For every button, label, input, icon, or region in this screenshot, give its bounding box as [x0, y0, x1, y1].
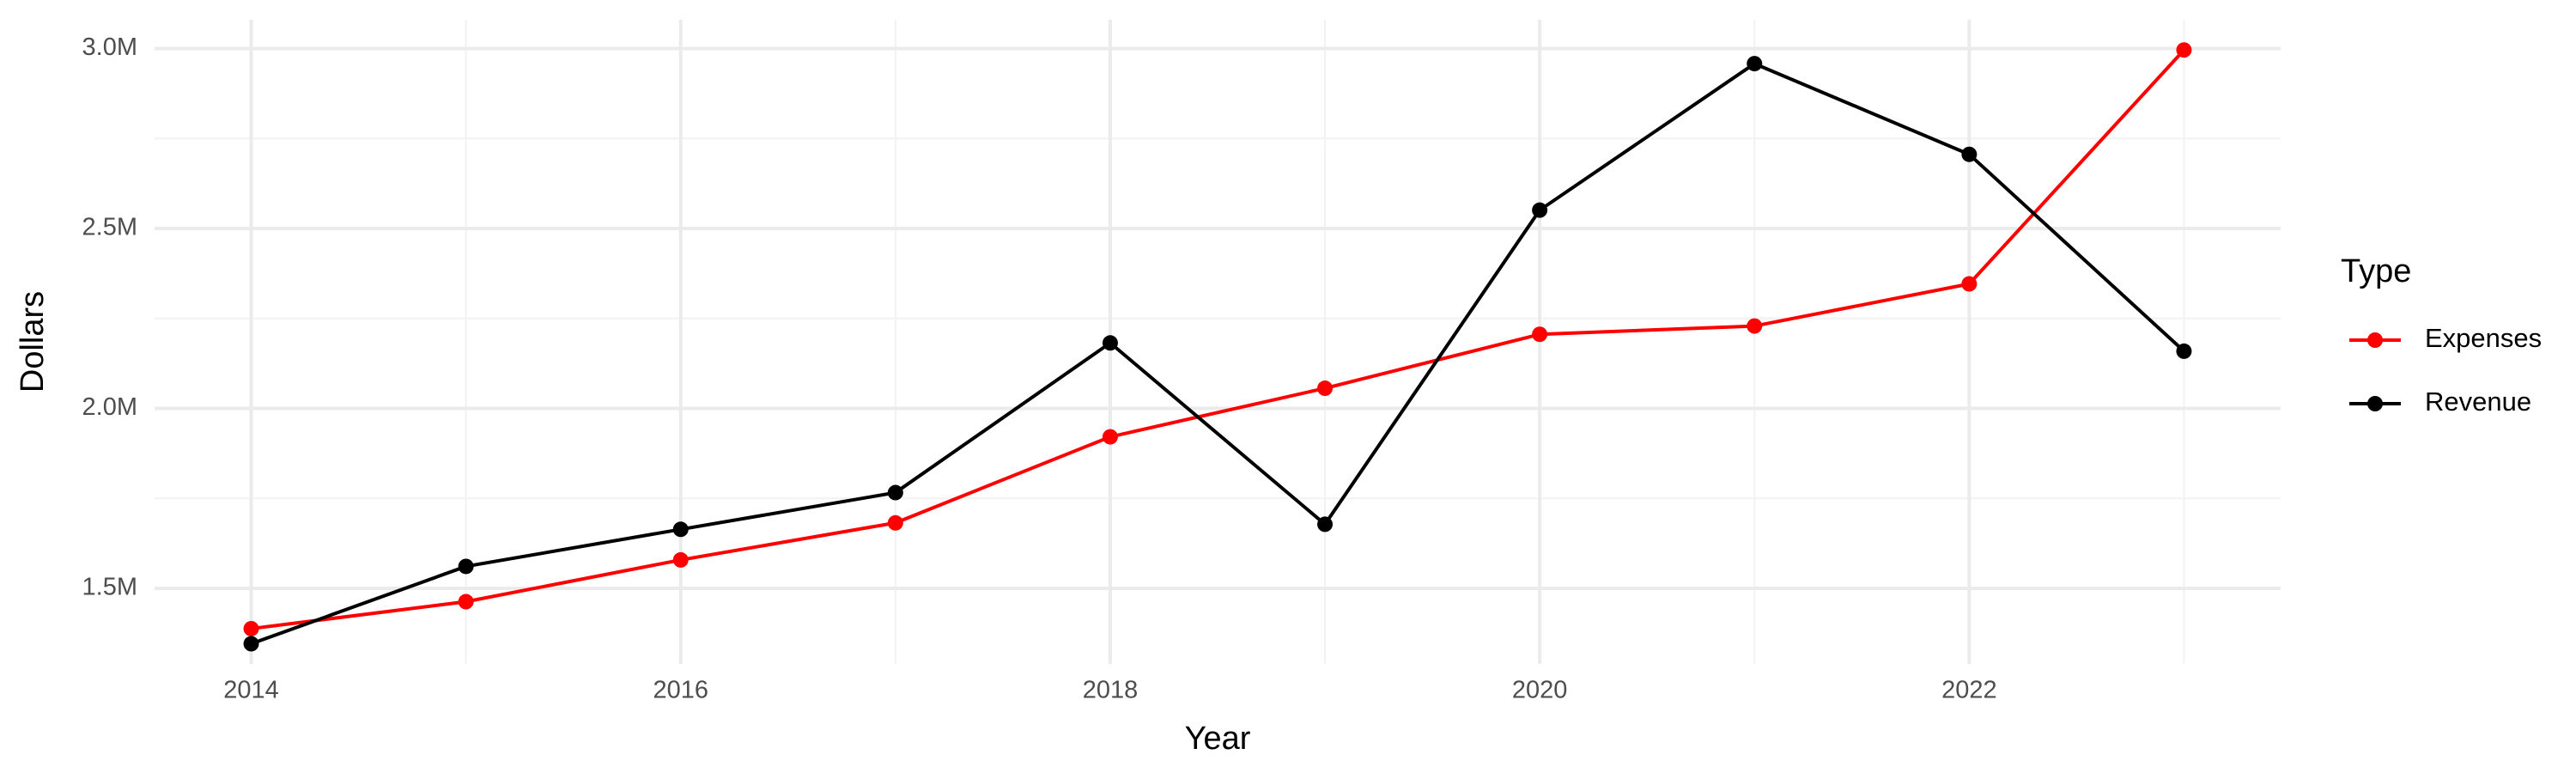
series-line [250, 61, 2185, 646]
x-tick-label: 2022 [1941, 677, 1997, 704]
y-tick-label: 2.5M [82, 214, 137, 241]
legend-label: Revenue [2425, 386, 2531, 417]
data-point [1747, 318, 1763, 334]
data-point [243, 620, 259, 636]
data-point [1102, 335, 1118, 351]
data-point [1102, 429, 1118, 445]
y-tick-label: 3.0M [82, 33, 137, 61]
data-point [1961, 146, 1978, 162]
legend-marker [2367, 396, 2383, 411]
data-point [243, 636, 259, 652]
x-tick-label: 2018 [1083, 677, 1139, 704]
data-point [458, 593, 474, 610]
y-tick-label: 1.5M [82, 574, 137, 601]
x-tick-label: 2014 [223, 677, 279, 704]
legend-marker [2367, 332, 2383, 348]
data-point [672, 521, 689, 538]
data-point [1317, 516, 1334, 533]
data-point [1317, 380, 1334, 397]
legend-label: Expenses [2425, 323, 2542, 353]
data-point [1961, 276, 1978, 292]
data-point [887, 514, 903, 531]
data-point [1532, 326, 1548, 343]
data-point [887, 484, 903, 501]
data-point [2176, 42, 2192, 58]
x-tick-label: 2020 [1512, 677, 1568, 704]
legend-title: Type [2341, 253, 2411, 289]
data-point [458, 558, 474, 575]
data-point [1532, 202, 1548, 218]
data-point [2176, 343, 2192, 359]
data-point [1747, 56, 1763, 72]
data-point [672, 551, 689, 568]
y-axis-title: Dollars [15, 291, 51, 393]
x-axis-title: Year [1185, 721, 1251, 757]
y-tick-label: 2.0M [82, 393, 137, 421]
series-line [251, 48, 2185, 630]
x-tick-label: 2016 [653, 677, 708, 704]
